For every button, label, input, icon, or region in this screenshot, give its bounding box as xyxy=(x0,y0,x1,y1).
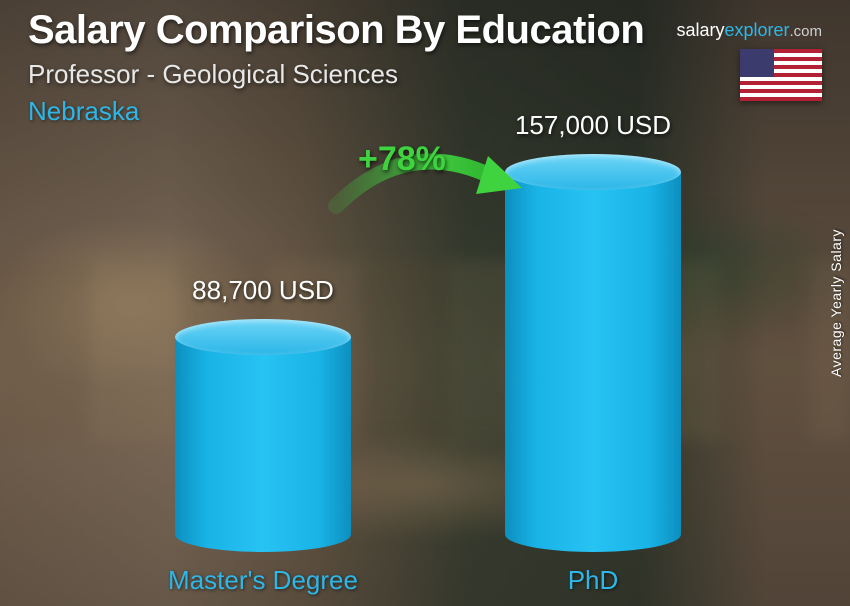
bar-body xyxy=(175,337,351,552)
brand-block: salaryexplorer.com xyxy=(676,20,822,101)
bar-phd: 157,000 USD PhD xyxy=(505,172,681,552)
brand-part2: explorer xyxy=(724,20,789,40)
salary-bar-chart: +78% 88,700 USD Master's Degree 157,000 … xyxy=(0,156,850,606)
bar-top-ellipse xyxy=(175,319,351,355)
increase-annotation: +78% xyxy=(0,156,850,606)
brand-logo: salaryexplorer.com xyxy=(676,20,822,41)
brand-part1: salary xyxy=(676,20,724,40)
bar-value-label: 88,700 USD xyxy=(192,275,334,306)
bar-top-ellipse xyxy=(505,154,681,190)
bar-body xyxy=(505,172,681,552)
bar-category-label: Master's Degree xyxy=(168,565,358,596)
bar-category-label: PhD xyxy=(568,565,619,596)
us-flag-icon xyxy=(740,49,822,101)
bar-masters: 88,700 USD Master's Degree xyxy=(175,337,351,552)
brand-suffix: .com xyxy=(789,23,822,40)
y-axis-label: Average Yearly Salary xyxy=(828,229,844,377)
